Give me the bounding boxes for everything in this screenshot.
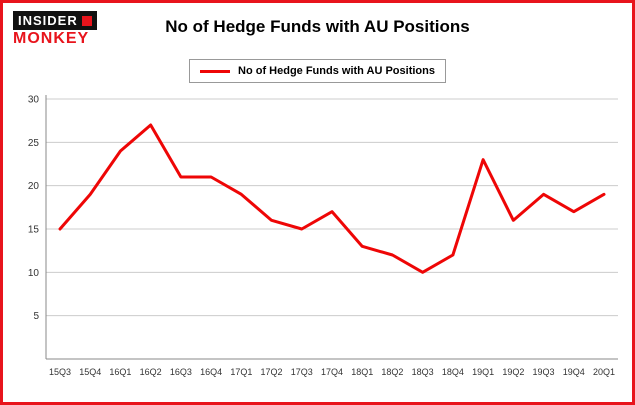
svg-text:15Q3: 15Q3 <box>49 367 71 377</box>
legend-row: No of Hedge Funds with AU Positions <box>3 59 632 83</box>
svg-text:16Q4: 16Q4 <box>200 367 222 377</box>
legend-line-swatch <box>200 69 230 73</box>
svg-text:5: 5 <box>33 311 39 322</box>
svg-text:19Q3: 19Q3 <box>533 367 555 377</box>
svg-text:16Q1: 16Q1 <box>109 367 131 377</box>
logo-brand-top: INSIDER <box>18 13 78 28</box>
logo-top-text: INSIDER <box>13 11 97 30</box>
svg-text:30: 30 <box>28 95 40 106</box>
svg-text:25: 25 <box>28 138 40 149</box>
svg-text:17Q1: 17Q1 <box>230 367 252 377</box>
chart-title: No of Hedge Funds with AU Positions <box>165 17 470 36</box>
svg-text:17Q3: 17Q3 <box>291 367 313 377</box>
svg-text:16Q3: 16Q3 <box>170 367 192 377</box>
insider-monkey-logo: INSIDER MONKEY <box>13 11 123 47</box>
svg-text:20: 20 <box>28 181 40 192</box>
svg-text:18Q3: 18Q3 <box>412 367 434 377</box>
logo-monkey-icon <box>81 15 92 26</box>
svg-text:15Q4: 15Q4 <box>79 367 101 377</box>
svg-text:15: 15 <box>28 225 40 236</box>
svg-text:19Q1: 19Q1 <box>472 367 494 377</box>
legend-box: No of Hedge Funds with AU Positions <box>189 59 446 83</box>
logo-brand-bottom: MONKEY <box>13 30 90 47</box>
svg-text:16Q2: 16Q2 <box>140 367 162 377</box>
chart-svg: 5 10 15 20 25 30 15Q3 15Q4 16Q1 16Q2 16Q3 16Q4 17Q1 1… <box>28 95 618 377</box>
svg-text:19Q4: 19Q4 <box>563 367 585 377</box>
chart-area: 5 10 15 20 25 30 15Q3 15Q4 16Q1 16Q2 16Q3 16Q4 17Q1 1… <box>3 87 632 402</box>
svg-text:18Q1: 18Q1 <box>351 367 373 377</box>
svg-text:17Q2: 17Q2 <box>261 367 283 377</box>
legend-label: No of Hedge Funds with AU Positions <box>238 65 435 77</box>
svg-text:20Q1: 20Q1 <box>593 367 615 377</box>
chart-header: INSIDER MONKEY No of Hedge Funds with AU… <box>3 3 632 57</box>
svg-text:18Q2: 18Q2 <box>381 367 403 377</box>
svg-text:19Q2: 19Q2 <box>502 367 524 377</box>
svg-text:18Q4: 18Q4 <box>442 367 464 377</box>
svg-text:10: 10 <box>28 268 40 279</box>
svg-text:17Q4: 17Q4 <box>321 367 343 377</box>
